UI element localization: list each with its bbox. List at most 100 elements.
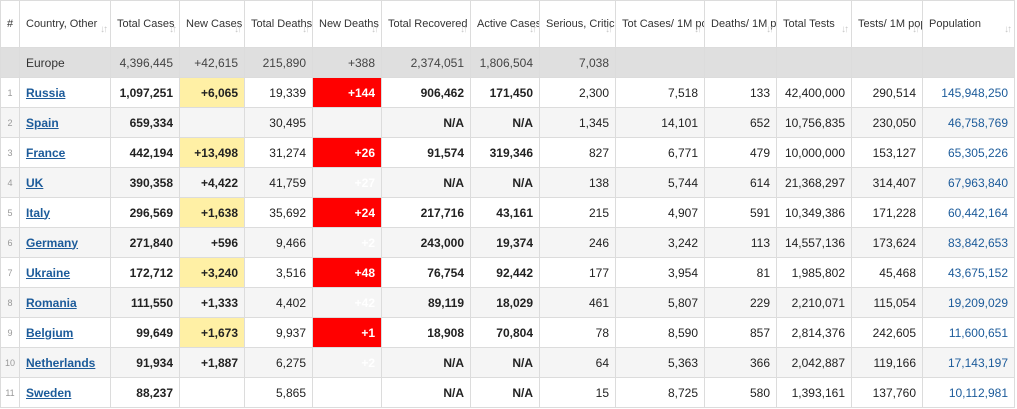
table-row: 8 Romania 111,550 +1,333 4,402 +42 89,119 18,02… — [0, 287, 1015, 318]
row-number: 8 — [0, 287, 20, 318]
cell-population: 43,675,152 — [922, 257, 1015, 288]
cell-active-cases: N/A — [470, 377, 540, 408]
cell-active-cases: N/A — [470, 167, 540, 198]
cell-total-cases: 111,550 — [110, 287, 180, 318]
cell-new-cases — [179, 377, 245, 408]
column-header-label: Deaths/ 1M pop — [711, 18, 777, 30]
column-header-label: Tot Cases/ 1M pop — [622, 18, 704, 30]
column-header[interactable]: Total Tests ↓↑ — [776, 0, 852, 48]
column-header-label: Total Deaths — [251, 18, 313, 30]
cell-tests-per-1m: 242,605 — [851, 317, 923, 348]
cell-active-cases: 19,374 — [470, 227, 540, 258]
cell-population: 10,112,981 — [922, 377, 1015, 408]
cell-total-recovered: N/A — [381, 377, 471, 408]
table-header-row: # Country, Other ↓↑ Total Cases ↓↑ New Cases ↓… — [0, 0, 1015, 48]
cell-cases-per-1m: 4,907 — [615, 197, 705, 228]
sort-arrows-icon[interactable]: ↓↑ — [371, 24, 379, 35]
column-header[interactable]: Country, Other ↓↑ — [19, 0, 111, 48]
row-number: 6 — [0, 227, 20, 258]
table-row: 10 Netherlands 91,934 +1,887 6,275 +2 N/A N/A 64… — [0, 347, 1015, 378]
column-header[interactable]: Tests/ 1M pop ↓↑ — [851, 0, 923, 48]
country-link[interactable]: Netherlands — [26, 355, 96, 370]
country-cell: Russia — [19, 77, 111, 108]
sort-arrows-icon[interactable]: ↓↑ — [169, 24, 177, 35]
row-number: 1 — [0, 77, 20, 108]
cell-total-recovered: 906,462 — [381, 77, 471, 108]
country-link[interactable]: France — [26, 145, 66, 160]
cell-active-cases: 92,442 — [470, 257, 540, 288]
column-header[interactable]: Total Cases ↓↑ — [110, 0, 180, 48]
column-header-label: Total Tests — [783, 18, 835, 30]
country-link[interactable]: Spain — [26, 115, 59, 130]
sort-arrows-icon[interactable]: ↓↑ — [766, 24, 774, 35]
cell-new-deaths: +1 — [312, 317, 382, 348]
column-header[interactable]: Active Cases ↓↑ — [470, 0, 540, 48]
row-number: 5 — [0, 197, 20, 228]
cell-population: 46,758,769 — [922, 107, 1015, 138]
cell-new-cases — [179, 107, 245, 138]
row-number: 11 — [0, 377, 20, 408]
country-link[interactable]: UK — [26, 175, 44, 190]
cell-total-recovered: N/A — [381, 107, 471, 138]
cell-total-recovered: 217,716 — [381, 197, 471, 228]
country-cell: France — [19, 137, 111, 168]
cell-total-cases: 1,097,251 — [110, 77, 180, 108]
column-header[interactable]: New Deaths ↓↑ — [312, 0, 382, 48]
cell-total-cases: 390,358 — [110, 167, 180, 198]
column-header[interactable]: New Cases ↓↑ — [179, 0, 245, 48]
column-header-label: Total Recovered — [388, 18, 468, 30]
sort-arrows-icon[interactable]: ↓↑ — [302, 24, 310, 35]
country-cell: Ukraine — [19, 257, 111, 288]
country-link[interactable]: Sweden — [26, 385, 72, 400]
column-header[interactable]: Serious, Critical ↓↑ — [539, 0, 616, 48]
cell-total-deaths: 3,516 — [244, 257, 313, 288]
cell-new-cases: +1,673 — [179, 317, 245, 348]
cell-deaths-per-1m: 857 — [704, 317, 777, 348]
cell-new-cases: +6,065 — [179, 77, 245, 108]
cell-cases-per-1m: 8,590 — [615, 317, 705, 348]
country-link[interactable]: Russia — [26, 85, 66, 100]
sort-arrows-icon[interactable]: ↓↑ — [605, 24, 613, 35]
sort-arrows-icon[interactable]: ↓↑ — [841, 24, 849, 35]
sort-arrows-icon[interactable]: ↓↑ — [234, 24, 242, 35]
country-link[interactable]: Italy — [26, 205, 51, 220]
cell-total-tests: 2,042,887 — [776, 347, 852, 378]
cell-deaths-per-1m: 81 — [704, 257, 777, 288]
column-header[interactable]: Total Recovered ↓↑ — [381, 0, 471, 48]
cell-serious: 177 — [539, 257, 616, 288]
sort-arrows-icon[interactable]: ↓↑ — [100, 24, 108, 35]
column-header[interactable]: Tot Cases/ 1M pop↓↑ — [615, 0, 705, 48]
cell-new-cases: +1,333 — [179, 287, 245, 318]
table-row: 11 Sweden 88,237 5,865 N/A N/A 15 8,725 580 1,393… — [0, 377, 1015, 408]
cell-total-tests: 2,210,071 — [776, 287, 852, 318]
cell-total-deaths: 31,274 — [244, 137, 313, 168]
sort-arrows-icon[interactable]: ↓↑ — [529, 24, 537, 35]
country-link[interactable]: Romania — [26, 295, 77, 310]
cell-deaths-per-1m: 614 — [704, 167, 777, 198]
column-header[interactable]: Total Deaths ↓↑ — [244, 0, 313, 48]
country-link[interactable]: Germany — [26, 235, 79, 250]
sort-arrows-icon[interactable]: ↓↑ — [694, 24, 702, 35]
sort-arrows-icon[interactable]: ↓↑ — [912, 24, 920, 35]
sort-arrows-icon[interactable]: ↓↑ — [460, 24, 468, 35]
cell-total-deaths: 35,692 — [244, 197, 313, 228]
cell-total-cases: 296,569 — [110, 197, 180, 228]
column-header[interactable]: Deaths/ 1M pop↓↑ — [704, 0, 777, 48]
table-row: 1 Russia 1,097,251 +6,065 19,339 +144 906,462 1… — [0, 77, 1015, 108]
column-header[interactable]: Population ↓↑ — [922, 0, 1015, 48]
cell-serious: 827 — [539, 137, 616, 168]
cell-deaths-per-1m: 479 — [704, 137, 777, 168]
cell-cases-per-1m: 14,101 — [615, 107, 705, 138]
cell-active-cases: N/A — [470, 347, 540, 378]
country-link[interactable]: Belgium — [26, 325, 74, 340]
cell-total-tests: 14,557,136 — [776, 227, 852, 258]
table-row: 4 UK 390,358 +4,422 41,759 +27 N/A N/A 138 5,744 6… — [0, 167, 1015, 198]
cell-population: 67,963,840 — [922, 167, 1015, 198]
sort-arrows-icon[interactable]: ↓↑ — [1004, 24, 1012, 35]
cell-total-deaths: 19,339 — [244, 77, 313, 108]
cell-new-deaths: +48 — [312, 257, 382, 288]
cell-population — [922, 47, 1015, 78]
country-link[interactable]: Ukraine — [26, 265, 71, 280]
cell-cases-per-1m: 8,725 — [615, 377, 705, 408]
